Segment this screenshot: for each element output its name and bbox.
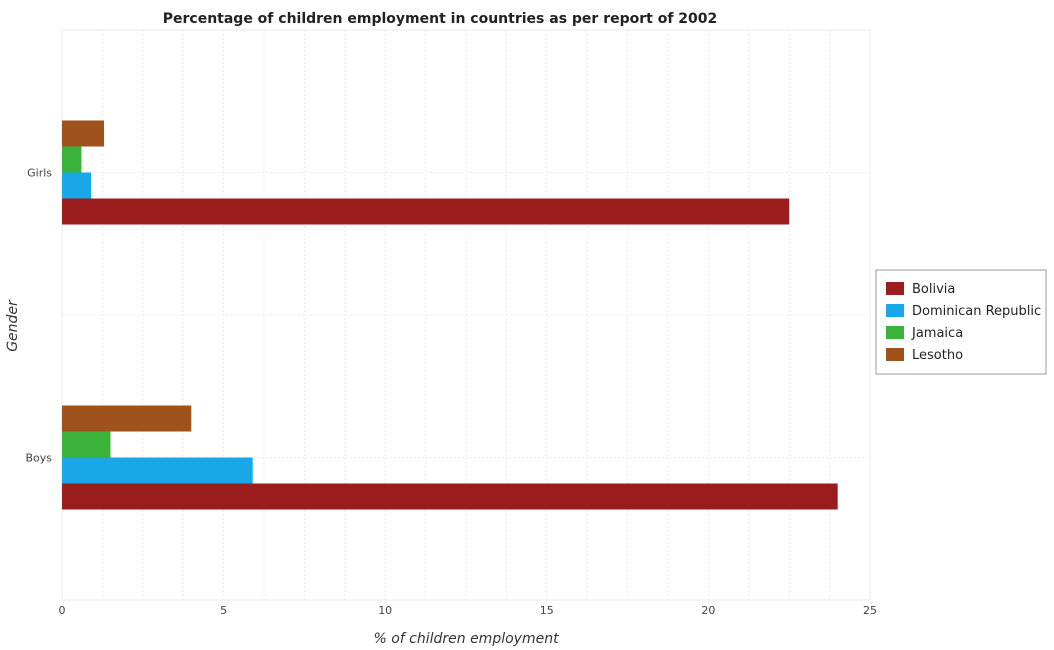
grid: [61, 29, 871, 601]
legend-label: Dominican Republic: [912, 304, 1041, 319]
legend-label: Lesotho: [912, 348, 963, 363]
bar-dominican-republic-girls: [62, 172, 92, 199]
bar-bolivia-girls: [62, 198, 790, 225]
x-tick-label: 20: [701, 604, 715, 617]
bar-lesotho-boys: [62, 405, 192, 432]
legend-label: Bolivia: [912, 282, 955, 297]
x-tick-labels: 0 5 10 15 20 25: [59, 604, 878, 617]
legend-box: [875, 269, 1047, 375]
bar-bolivia-boys: [62, 483, 838, 510]
bar-lesotho-girls: [62, 120, 105, 147]
x-tick-label: 10: [378, 604, 392, 617]
chart-title: Percentage of children employment in cou…: [163, 11, 718, 27]
bar-jamaica-boys: [62, 431, 111, 458]
y-tick-labels: Girls Boys: [25, 167, 52, 465]
x-tick-label: 0: [59, 604, 66, 617]
bar-jamaica-girls: [62, 146, 82, 173]
legend-label: Jamaica: [911, 326, 963, 341]
legend: Bolivia Dominican Republic Jamaica Lesotho: [875, 269, 1047, 375]
x-axis-label: % of children employment: [373, 631, 559, 647]
x-tick-label: 5: [220, 604, 227, 617]
y-tick-label: Girls: [27, 167, 52, 180]
bar-dominican-republic-boys: [62, 457, 253, 484]
x-tick-label: 15: [540, 604, 554, 617]
y-axis-label: Gender: [5, 299, 21, 352]
x-tick-label: 25: [863, 604, 877, 617]
legend-swatch: [886, 326, 904, 339]
legend-swatch: [886, 304, 904, 317]
legend-swatch: [886, 348, 904, 361]
y-tick-label: Boys: [25, 452, 52, 465]
bars: [62, 120, 838, 510]
legend-swatch: [886, 282, 904, 295]
